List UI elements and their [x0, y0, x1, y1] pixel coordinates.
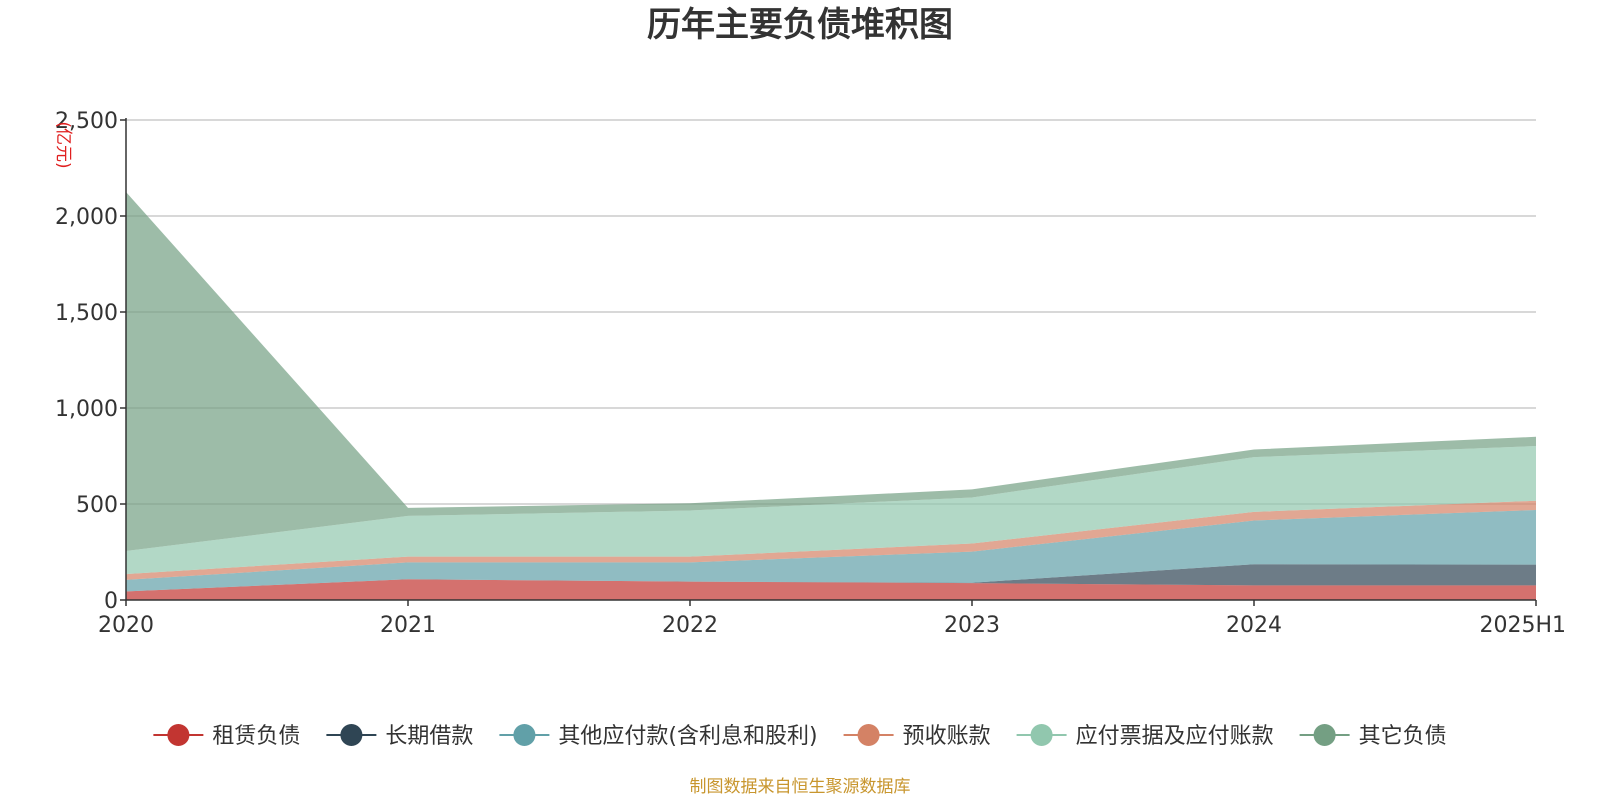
y-tick-label: 0: [104, 589, 118, 614]
legend-item-1: 长期借款: [326, 724, 473, 749]
y-tick-label: 1,500: [55, 301, 118, 326]
area-series-3: [126, 500, 1536, 580]
legend-label: 其它负债: [1359, 724, 1447, 749]
y-tick-label: 2,500: [55, 109, 118, 134]
x-tick-label: 2023: [944, 613, 1000, 638]
stacked-areas: [126, 192, 1536, 600]
chart-title: 历年主要负债堆积图: [647, 5, 953, 45]
y-tick-label: 1,000: [55, 397, 118, 422]
legend-marker: [167, 724, 190, 746]
y-tick-label: 500: [76, 493, 118, 518]
area-series-0: [126, 579, 1536, 600]
legend-item-4: 应付票据及应付账款: [1016, 724, 1274, 749]
area-series-5: [126, 192, 1536, 552]
area-series-2: [126, 509, 1536, 592]
axes: 0 500 1,000 1,500 2,000 2,500 2020 2021 2022 2023…: [55, 109, 1566, 638]
legend-marker: [1030, 724, 1053, 746]
legend: 租赁负债 长期借款 其他应付款(含利息和股利) 预收账款 应付票据及应付账款 其它负债: [153, 724, 1447, 749]
area-series-4: [126, 446, 1536, 575]
legend-item-3: 预收账款: [843, 724, 991, 749]
y-tick-label: 2,000: [55, 205, 118, 230]
area-series-1: [126, 564, 1536, 592]
legend-item-0: 租赁负债: [153, 724, 300, 749]
legend-label: 其他应付款(含利息和股利): [558, 724, 817, 749]
data-source-note: 制图数据来自恒生聚源数据库: [690, 777, 911, 797]
legend-label: 长期借款: [385, 724, 473, 749]
legend-label: 应付票据及应付账款: [1076, 724, 1274, 749]
legend-item-2: 其他应付款(含利息和股利): [499, 724, 818, 749]
legend-marker: [513, 724, 536, 746]
x-tick-label: 2025H1: [1479, 613, 1566, 638]
x-tick-label: 2021: [380, 613, 436, 638]
legend-item-5: 其它负债: [1299, 724, 1447, 749]
legend-marker: [1313, 724, 1336, 746]
legend-marker: [857, 724, 880, 746]
x-tick-label: 2020: [98, 613, 154, 638]
y-axis-unit: (亿元): [53, 121, 73, 168]
legend-marker: [340, 724, 363, 746]
x-tick-label: 2024: [1226, 613, 1282, 638]
x-tick-label: 2022: [662, 613, 718, 638]
legend-label: 租赁负债: [212, 724, 300, 749]
legend-label: 预收账款: [903, 724, 991, 749]
